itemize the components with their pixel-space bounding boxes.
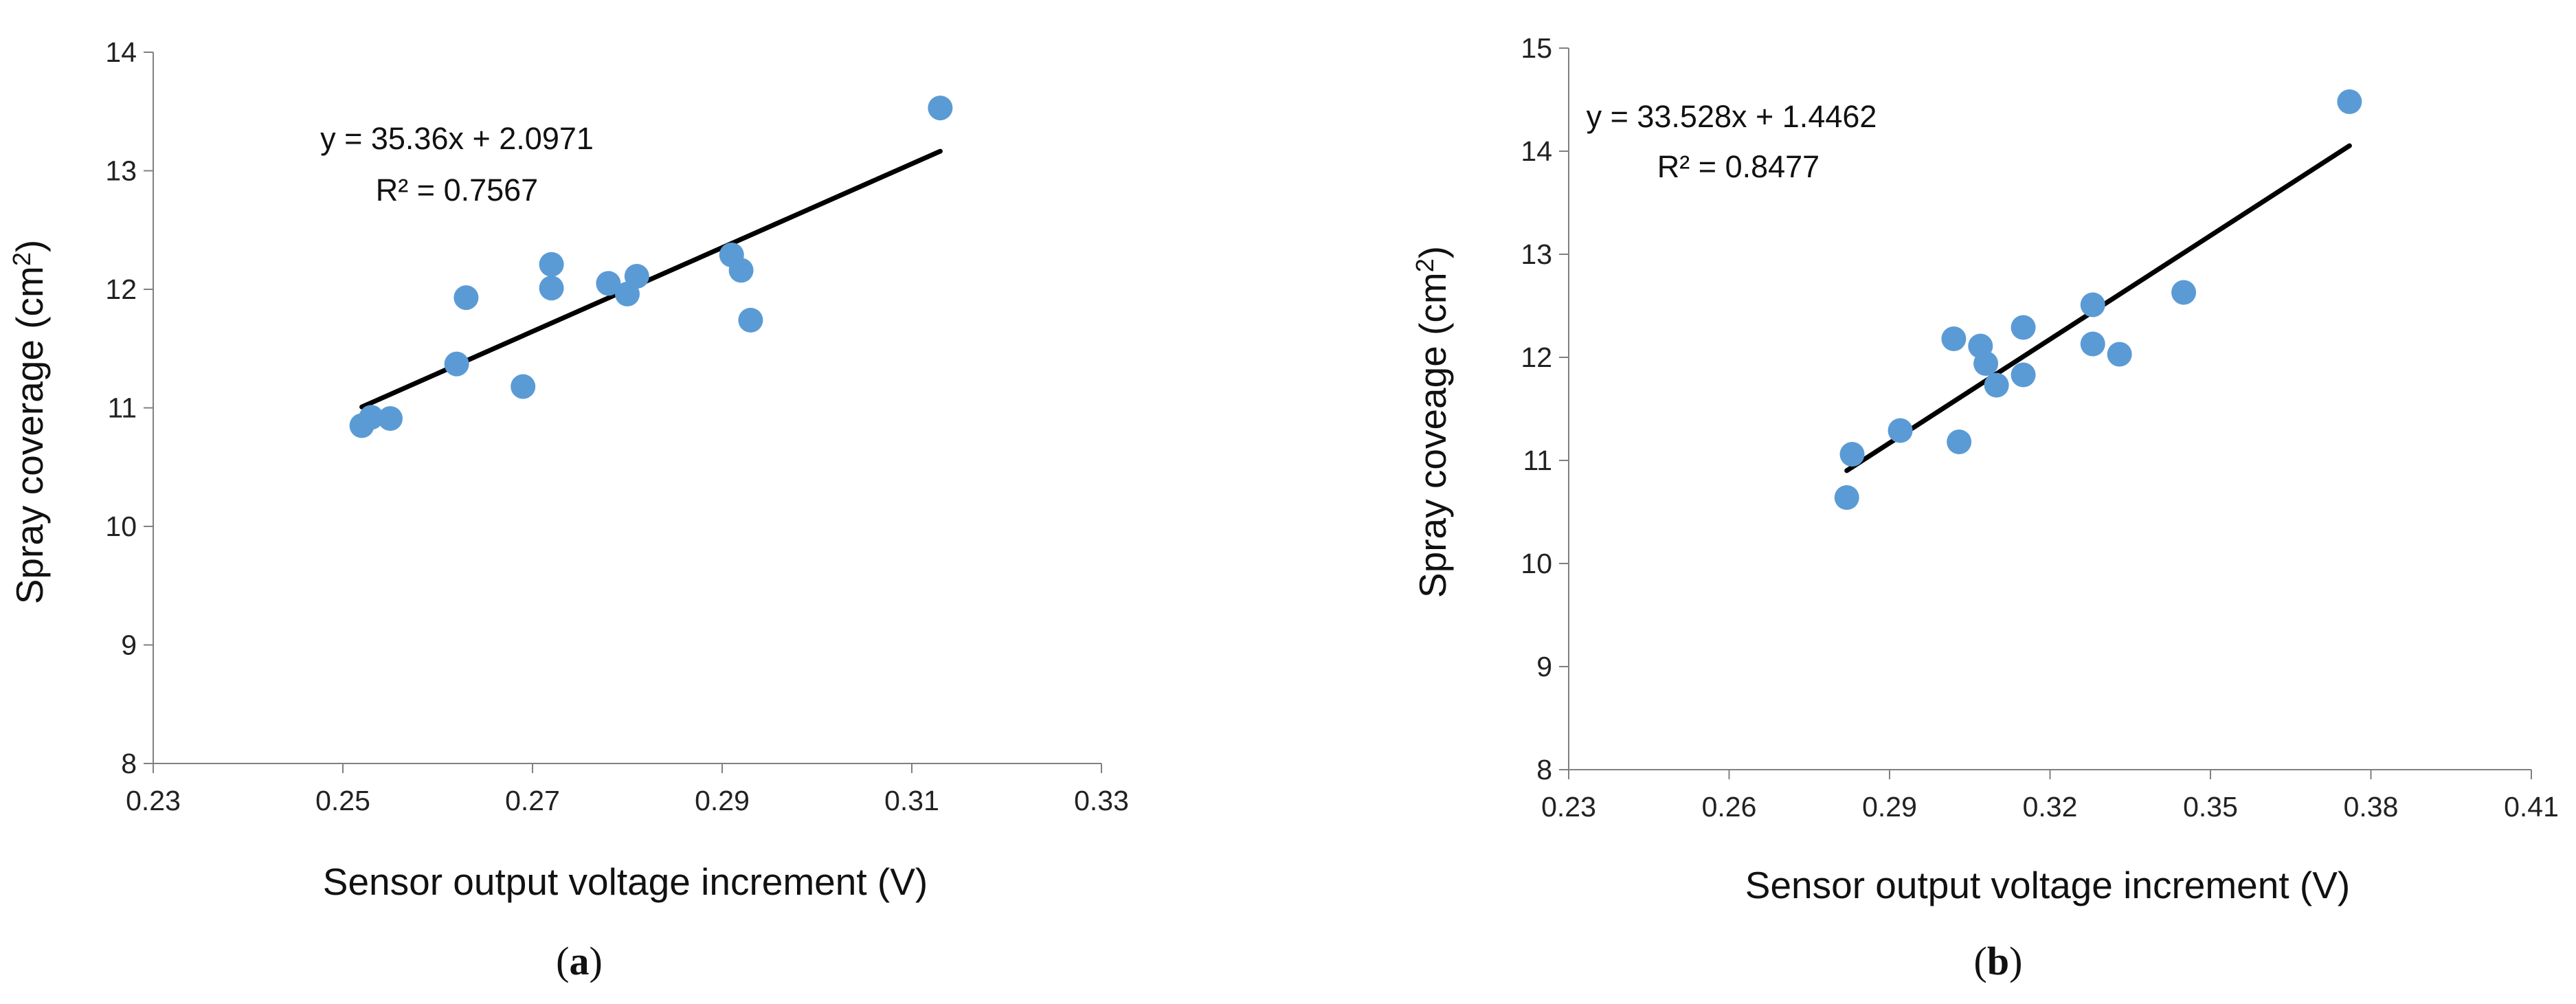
chart-a-data-point [624,264,649,289]
chart-a-y-tick-label: 11 [107,392,137,424]
chart-a-x-tick-label: 0.31 [884,785,939,816]
chart-b-equation: y = 33.528x + 1.4462 [1587,99,1877,134]
chart-a-x-tick-label: 0.25 [315,785,370,816]
chart-b-data-point [1839,442,1865,467]
chart-b-y-tick-label: 10 [1521,548,1552,579]
chart-b-x-tick-label: 0.41 [2504,791,2559,823]
chart-b-caption-letter: b [1987,939,2009,983]
chart-b-y-axis-label-main: Spray coveage (cm [1411,272,1454,598]
chart-b-data-point [1973,351,1999,376]
chart-b-data-point [2171,280,2197,305]
chart-a-data-point [596,271,621,296]
chart-a-y-axis-label: Spray coverage (cm2) [8,240,51,605]
chart-a-data-point [511,374,536,399]
chart-b-y-tick-label: 14 [1521,135,1552,167]
chart-b-r2: R² = 0.8477 [1657,149,1819,184]
chart-b-y-tick-label: 13 [1521,238,1552,270]
chart-b-y-tick-label: 8 [1536,754,1552,785]
chart-b-caption: (b) [1974,939,2023,983]
chart-a-y-tick-label: 10 [105,511,137,542]
chart-a-caption-letter: a [570,939,590,983]
chart-b-data-point [1834,485,1859,510]
chart-a-y-tick-label: 8 [121,748,137,779]
chart-a-data-point [728,258,754,283]
chart-a-x-axis-label: Sensor output voltage increment (V) [323,860,928,903]
chart-b-y-tick-label: 15 [1521,32,1552,64]
chart-a-r2: R² = 0.7567 [376,172,538,208]
chart-b-data-point [2080,331,2105,357]
chart-b-data-point [2011,315,2036,340]
chart-a-x-tick-label: 0.29 [695,785,750,816]
chart-b-data-point [2107,342,2132,367]
chart-b-y-axis-label-end: ) [1411,246,1454,258]
chart-a-data-point [539,276,564,301]
chart-b-x-tick-label: 0.29 [1862,791,1917,823]
chart-b-data-point [1888,418,1913,443]
chart-a-y-tick-label: 12 [105,274,137,305]
chart-b-x-tick-label: 0.23 [1541,791,1596,823]
chart-a-y-axis-label-end: ) [8,240,51,252]
chart-a-data-point [359,405,384,430]
chart-a-data-point [444,351,469,377]
chart-a-equation: y = 35.36x + 2.0971 [320,121,594,156]
chart-b-y-tick-label: 12 [1521,342,1552,373]
chart-panel-b: y = 33.528x + 1.4462 R² = 0.8477 Sensor … [1411,32,2559,983]
chart-a-x-tick-label: 0.23 [126,785,181,816]
chart-a-caption: (a) [556,939,603,983]
chart-b-y-axis-label-sup: 2 [1411,258,1439,272]
chart-a-y-tick-label: 9 [121,629,137,661]
chart-b-data-point [2337,89,2362,114]
chart-a-y-axis-label-sup: 2 [8,252,36,266]
chart-a-y-axis-label-main: Spray coverage (cm [8,266,51,604]
chart-b-data-point [1984,372,2009,398]
chart-a-data-point [738,307,763,333]
chart-a-data-point [453,285,479,311]
chart-a-data-point [928,96,953,121]
chart-b-x-tick-label: 0.26 [1702,791,1757,823]
chart-b-data-point [2011,362,2036,388]
chart-b-y-tick-label: 11 [1523,445,1552,476]
chart-b-data-point [1947,430,1972,454]
chart-b-x-tick-label: 0.35 [2183,791,2238,823]
chart-a-x-tick-label: 0.27 [505,785,560,816]
chart-b-x-tick-label: 0.32 [2023,791,2078,823]
chart-a-x-tick-label: 0.33 [1074,785,1129,816]
chart-b-x-axis-label: Sensor output voltage increment (V) [1745,864,2350,906]
chart-b-y-tick-label: 9 [1536,651,1552,682]
chart-a-data-point [539,252,564,277]
chart-a-y-tick-label: 13 [105,155,137,187]
chart-panel-a: y = 35.36x + 2.0971 R² = 0.7567 Sensor o… [8,36,1129,983]
chart-b-data-point [1941,326,1967,351]
chart-a-y-tick-label: 14 [105,36,137,68]
chart-b-y-axis-label: Spray coveage (cm2) [1411,246,1454,598]
chart-b-x-tick-label: 0.38 [2344,791,2399,823]
chart-a-data-point [378,406,403,432]
chart-b-data-point [2080,292,2105,317]
